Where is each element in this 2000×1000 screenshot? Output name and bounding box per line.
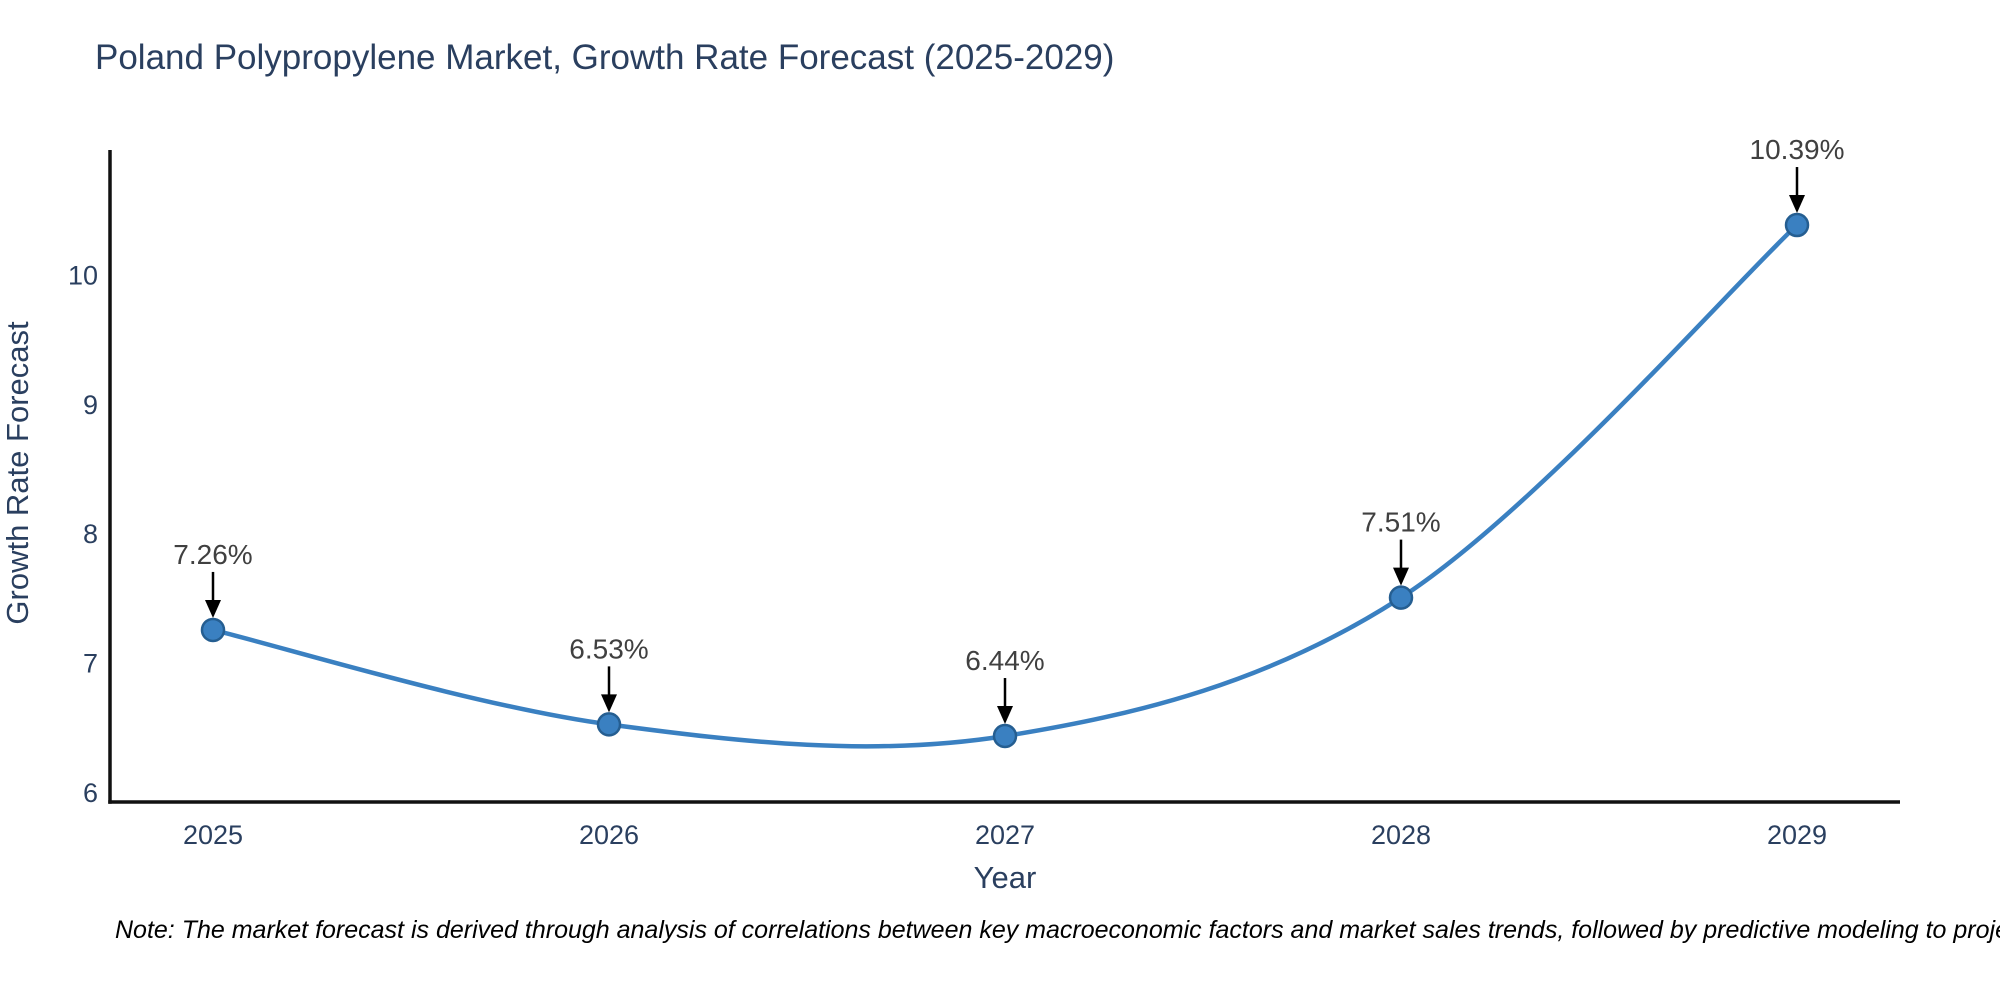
annotation-arrowhead xyxy=(205,599,221,618)
data-point-marker xyxy=(200,617,226,643)
annotation-label: 6.44% xyxy=(965,645,1044,676)
annotation-arrowhead xyxy=(997,706,1013,725)
y-tick-label: 6 xyxy=(83,778,98,808)
annotation-label: 7.26% xyxy=(173,539,252,570)
y-tick-label: 10 xyxy=(68,260,98,290)
y-tick-label: 9 xyxy=(83,390,98,420)
x-tick-label: 2025 xyxy=(183,820,243,850)
x-tick-label: 2029 xyxy=(1767,820,1827,850)
footnote: Note: The market forecast is derived thr… xyxy=(115,916,2000,944)
annotation-arrowhead xyxy=(1789,195,1805,214)
series-line xyxy=(210,222,1800,749)
x-tick-label: 2027 xyxy=(975,820,1035,850)
data-point-marker xyxy=(1388,585,1414,610)
annotation-label: 6.53% xyxy=(569,633,648,664)
annotation-label: 10.39% xyxy=(1750,134,1845,165)
y-tick-label: 8 xyxy=(83,519,98,549)
x-tick-label: 2026 xyxy=(579,820,639,850)
annotation-arrowhead xyxy=(601,694,617,713)
data-point-marker xyxy=(1784,212,1810,238)
y-tick-label: 7 xyxy=(83,649,98,679)
x-axis-title: Year xyxy=(973,860,1037,895)
annotation-arrowhead xyxy=(1393,567,1409,586)
chart-title: Poland Polypropylene Market, Growth Rate… xyxy=(95,38,1115,77)
data-point-marker xyxy=(992,723,1018,749)
annotation-label: 7.51% xyxy=(1361,507,1440,538)
data-point-marker xyxy=(596,712,622,737)
x-tick-label: 2028 xyxy=(1371,820,1431,850)
